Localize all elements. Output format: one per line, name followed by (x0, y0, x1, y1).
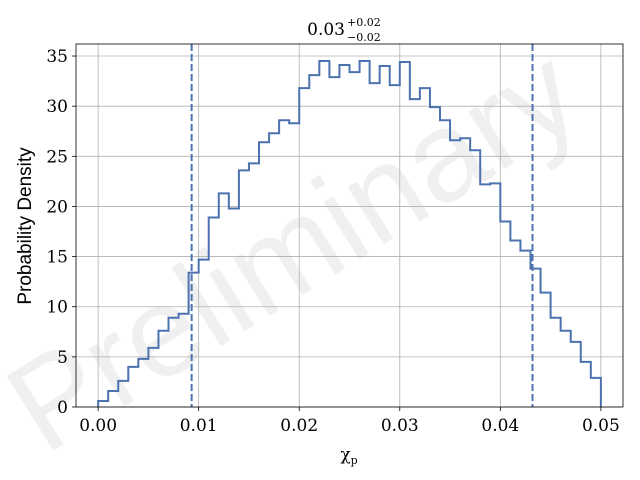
chart-title-lower-error: −0.02 (347, 31, 381, 44)
chart-title-upper-error: +0.02 (347, 16, 381, 29)
x-tick-label: 0.04 (481, 416, 519, 436)
y-tick-label: 10 (46, 298, 68, 318)
histogram-step-line (97, 60, 602, 407)
x-tick-label: 0.01 (180, 416, 218, 436)
y-tick-label: 20 (46, 197, 68, 217)
x-axis-label: χp (340, 445, 357, 467)
x-axis-label-symbol: χ (340, 445, 350, 465)
x-tick-label: 0.00 (79, 416, 117, 436)
plot-area-frame (75, 43, 624, 408)
x-tick-label: 0.03 (381, 416, 419, 436)
y-tick-label: 35 (46, 47, 68, 67)
y-axis-label: Probability Density (15, 147, 36, 305)
y-tick-label: 25 (46, 147, 68, 167)
chart-title-value: 0.03 (307, 20, 345, 40)
y-tick-label: 30 (46, 97, 68, 117)
credible-interval-lines (190, 44, 534, 407)
y-tick-label: 15 (46, 248, 68, 268)
x-tick-label: 0.05 (582, 416, 620, 436)
x-tick-label: 0.02 (280, 416, 318, 436)
y-tick-label: 5 (57, 348, 68, 368)
axis-ticks: 0.00 0.01 0.02 0.03 0.04 0.05 0 5 10 15 20 25 30 35 (46, 47, 619, 436)
x-axis-label-subscript: p (351, 454, 358, 467)
chart-title: 0.03 +0.02 −0.02 (307, 16, 381, 44)
y-tick-label: 0 (57, 398, 68, 418)
